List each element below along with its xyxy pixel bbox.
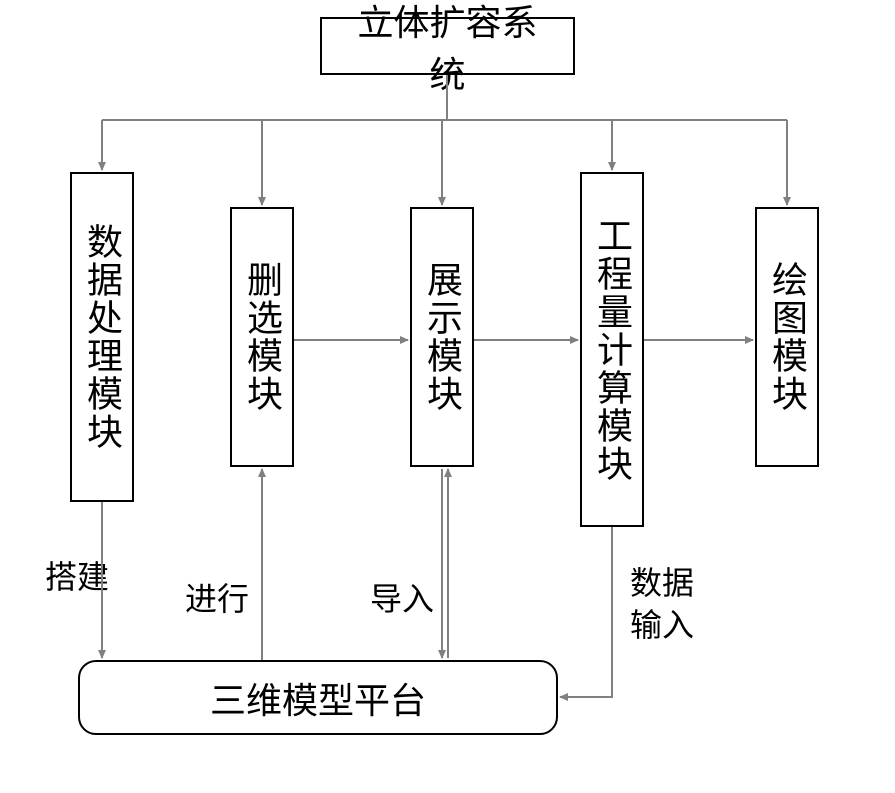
module-engineering-calc: 工程量计算模块 (580, 172, 644, 527)
edge-label-import: 导入 (370, 574, 434, 620)
edge-label-datain-2: 输入 (630, 600, 694, 646)
flowchart-diagram: 立体扩容系统 数据处理模块 删选模块 展示模块 工程量计算模块 绘图模块 三维模… (0, 0, 895, 793)
module-label: 删选模块 (236, 261, 288, 413)
module-display: 展示模块 (410, 207, 474, 467)
module-drawing: 绘图模块 (755, 207, 819, 467)
platform-node: 三维模型平台 (78, 660, 558, 735)
module-label: 数据处理模块 (76, 223, 128, 451)
root-node: 立体扩容系统 (320, 17, 575, 75)
platform-label: 三维模型平台 (210, 672, 426, 724)
edge-label-build: 搭建 (45, 552, 109, 598)
module-label: 绘图模块 (761, 261, 813, 413)
root-label: 立体扩容系统 (342, 0, 553, 98)
module-label: 工程量计算模块 (586, 217, 638, 483)
edge-label-perform: 进行 (185, 574, 249, 620)
module-filter: 删选模块 (230, 207, 294, 467)
module-label: 展示模块 (416, 261, 468, 413)
module-data-processing: 数据处理模块 (70, 172, 134, 502)
edge-label-datain-1: 数据 (630, 558, 694, 604)
